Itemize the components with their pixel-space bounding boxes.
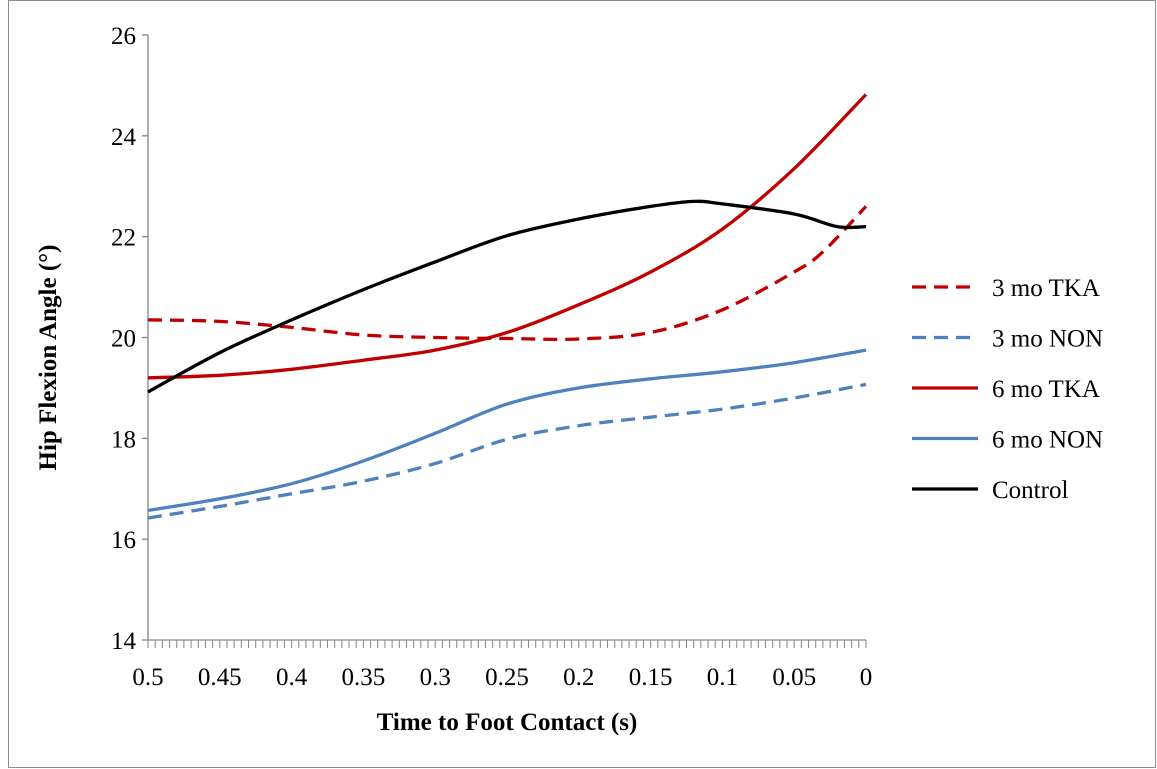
y-tick-label: 20: [111, 326, 136, 353]
legend-label-6-mo-tka: 6 mo TKA: [992, 376, 1100, 403]
x-tick-label: 0.1: [707, 664, 738, 691]
x-tick-label: 0.15: [629, 664, 673, 691]
legend-label-control: Control: [992, 477, 1068, 504]
x-tick-label: 0.5: [132, 664, 163, 691]
x-tick-label: 0.35: [342, 664, 386, 691]
x-tick-label: 0.3: [420, 664, 451, 691]
series-line-6-mo-non: [147, 348, 867, 513]
legend: 3 mo TKA 3 mo NON 6 mo TKA 6 mo NON Control: [912, 275, 1103, 504]
legend-label-3-mo-tka: 3 mo TKA: [992, 275, 1100, 302]
x-tick-label: 0.45: [198, 664, 242, 691]
y-tick-label: 14: [111, 628, 137, 655]
x-axis-title: Time to Foot Contact (s): [377, 709, 638, 736]
y-tick-label: 18: [111, 426, 136, 453]
y-tick-label: 22: [111, 225, 136, 252]
y-tick-label: 24: [111, 124, 137, 151]
x-tick-label: 0.2: [563, 664, 594, 691]
x-tick-label: 0.05: [772, 664, 816, 691]
legend-label-6-mo-non: 6 mo NON: [992, 427, 1103, 454]
y-tick-label: 26: [111, 23, 136, 50]
series-line-6-mo-tka: [147, 93, 868, 380]
series-line-3-mo-tka: [147, 205, 868, 342]
y-axis-title: Hip Flexion Angle (°): [35, 245, 62, 471]
tick-labels: 14 16 18 20 22 24 26 0.5 0.45 0.4 0.35 0.3 0.25 0.2 0.…: [111, 23, 872, 691]
x-tick-label: 0.25: [485, 664, 529, 691]
x-tick-label: 0.4: [276, 664, 308, 691]
series-line-control: [147, 199, 867, 394]
series-line-3-mo-non: [147, 382, 867, 520]
legend-label-3-mo-non: 3 mo NON: [992, 326, 1103, 353]
y-tick-label: 16: [111, 527, 136, 554]
series-lines: [147, 93, 868, 520]
x-tick-label: 0: [860, 664, 873, 691]
ticks: [142, 34, 867, 648]
